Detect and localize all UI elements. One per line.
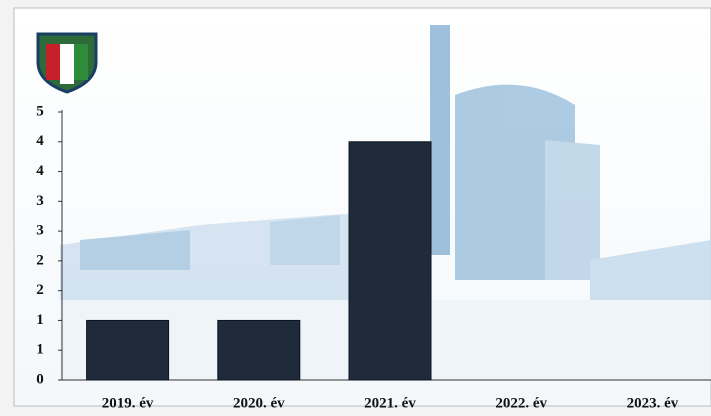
bar [348,141,432,381]
background-photo [60,25,711,380]
y-tick-label: 4 [36,133,44,149]
y-tick-label: 3 [36,223,44,239]
y-tick-label: 4 [36,163,44,179]
y-tick-label: 0 [36,371,44,387]
y-tick-label: 3 [36,193,44,209]
x-tick-label: 2019. év [102,395,154,411]
x-tick-label: 2020. év [233,395,285,411]
x-tick-label: 2021. év [364,395,416,411]
logo [36,32,98,94]
y-tick-label: 2 [36,282,44,298]
y-tick-label: 2 [36,252,44,268]
y-tick-label: 1 [36,312,44,328]
x-tick-label: 2022. év [495,395,547,411]
y-tick-label: 1 [36,342,44,358]
y-tick-label: 5 [36,103,44,119]
bar [86,319,170,381]
bar [217,319,301,381]
x-tick-label: 2023. év [627,395,679,411]
